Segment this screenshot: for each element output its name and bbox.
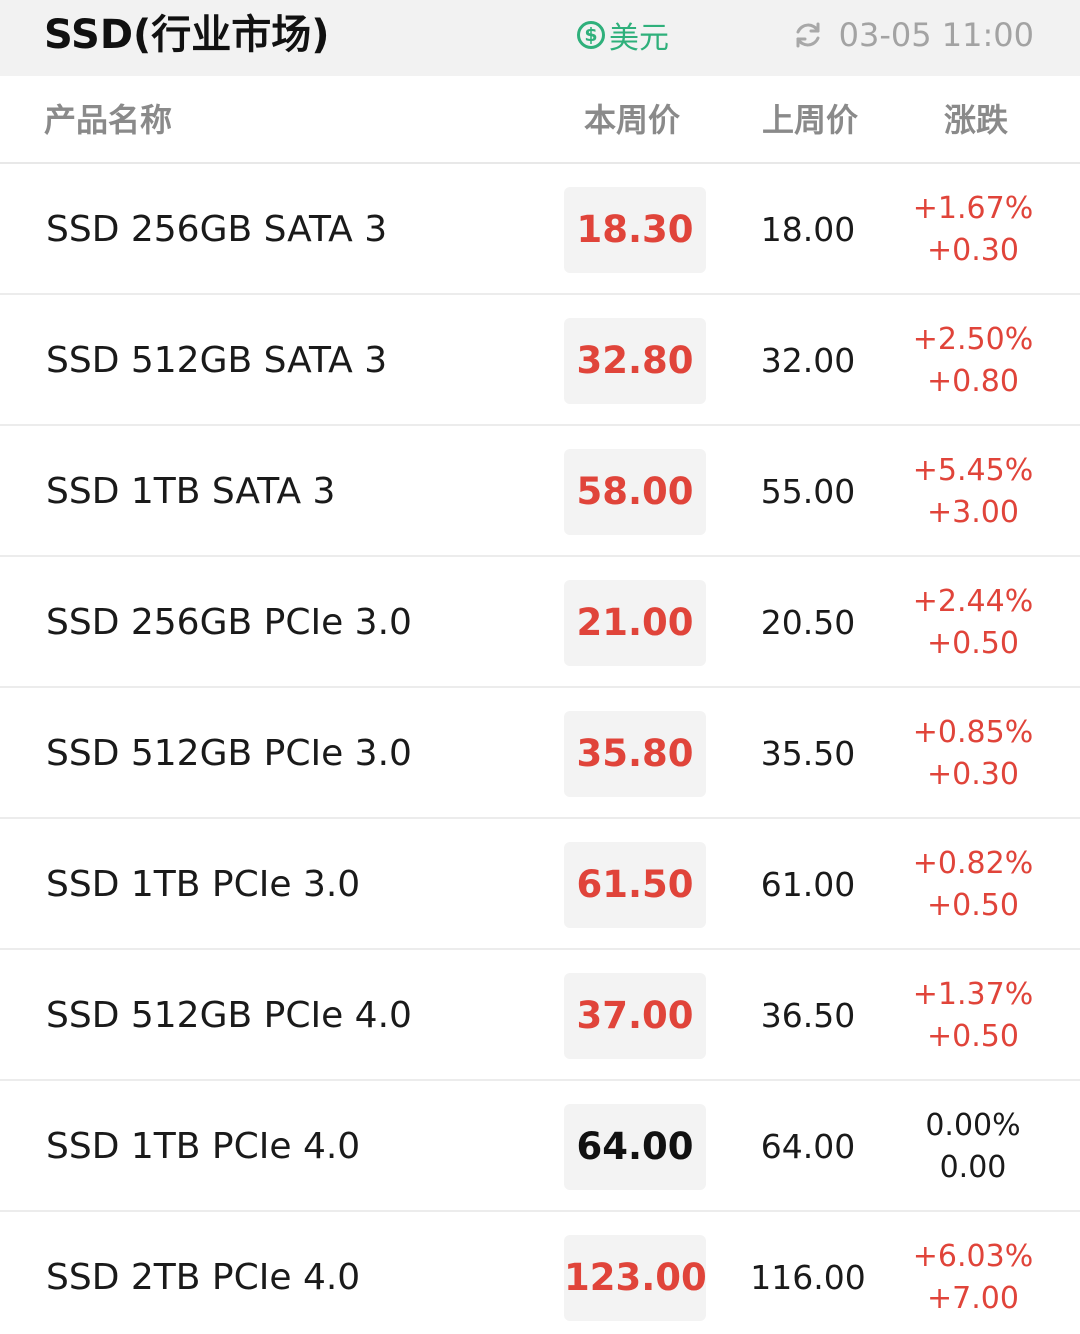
table-row[interactable]: SSD 1TB PCIe 4.0 64.00 64.00 0.00% 0.00 [0,1081,1080,1212]
price-change: +2.50% +0.80 [900,319,1046,403]
change-amount: +7.00 [927,1281,1019,1316]
table-header: 产品名称 本周价 上周价 涨跌 [0,76,1080,164]
product-name: SSD 512GB PCIe 3.0 [46,733,412,774]
table-row[interactable]: SSD 1TB PCIe 3.0 61.50 61.00 +0.82% +0.50 [0,819,1080,950]
table-row[interactable]: SSD 512GB SATA 3 32.80 32.00 +2.50% +0.80 [0,295,1080,426]
product-name: SSD 1TB SATA 3 [46,471,336,512]
current-price-box [564,1235,706,1321]
previous-price: 61.00 [760,865,856,904]
current-price-box [564,318,706,404]
page-title: SSD(行业市场) [44,12,330,58]
product-name: SSD 512GB PCIe 4.0 [46,995,412,1036]
current-price: 37.00 [576,994,694,1037]
current-price-box [564,973,706,1059]
current-price-box [564,842,706,928]
change-percent: +2.44% [912,584,1034,619]
previous-price: 116.00 [750,1258,866,1297]
product-name: SSD 256GB PCIe 3.0 [46,602,412,643]
change-amount: 0.00 [939,1150,1007,1185]
title-bar: SSD(行业市场) $ 美元 03-05 11:00 [0,0,1080,76]
current-price-box [564,449,706,535]
change-percent: +1.37% [912,977,1034,1012]
table-row[interactable]: SSD 512GB PCIe 4.0 37.00 36.50 +1.37% +0.50 [0,950,1080,1081]
change-percent: +1.67% [912,191,1034,226]
previous-price: 35.50 [760,734,856,773]
previous-price: 20.50 [760,603,856,642]
previous-price: 64.00 [760,1127,856,1166]
current-price: 18.30 [576,208,694,251]
change-percent: +0.82% [912,846,1034,881]
product-name: SSD 1TB PCIe 3.0 [46,864,361,905]
price-change: +5.45% +3.00 [900,450,1046,534]
table-row[interactable]: SSD 256GB SATA 3 18.30 18.00 +1.67% +0.30 [0,164,1080,295]
change-amount: +0.50 [927,1019,1019,1054]
table-row[interactable]: SSD 1TB SATA 3 58.00 55.00 +5.45% +3.00 [0,426,1080,557]
change-amount: +3.00 [927,495,1019,530]
product-name: SSD 256GB SATA 3 [46,209,388,250]
change-percent: 0.00% [925,1108,1021,1143]
current-price: 58.00 [576,470,694,513]
change-amount: +0.50 [927,626,1019,661]
price-change: +2.44% +0.50 [900,581,1046,665]
current-price-box [564,187,706,273]
price-change: +0.82% +0.50 [900,843,1046,927]
table-row[interactable]: SSD 512GB PCIe 3.0 35.80 35.50 +0.85% +0.30 [0,688,1080,819]
current-price-box [564,580,706,666]
change-amount: +0.30 [927,233,1019,268]
change-percent: +6.03% [912,1239,1034,1274]
update-time[interactable]: 03-05 11:00 [793,14,1034,56]
change-percent: +5.45% [912,453,1034,488]
change-amount: +0.30 [927,757,1019,792]
price-table: SSD 256GB SATA 3 18.30 18.00 +1.67% +0.30 SSD… [0,164,1080,1334]
currency-label: 美元 [609,21,669,56]
change-percent: +0.85% [912,715,1034,750]
price-change: 0.00% 0.00 [900,1105,1046,1189]
change-percent: +2.50% [912,322,1034,357]
dollar-coin-icon: $ [577,21,605,49]
current-price: 32.80 [576,339,694,382]
current-price: 61.50 [576,863,694,906]
price-change: +1.67% +0.30 [900,188,1046,272]
product-name: SSD 2TB PCIe 4.0 [46,1257,361,1298]
change-amount: +0.80 [927,364,1019,399]
column-header-name[interactable]: 产品名称 [44,101,173,139]
column-header-previous-price[interactable]: 上周价 [762,101,859,139]
price-change: +0.85% +0.30 [900,712,1046,796]
previous-price: 32.00 [760,341,856,380]
current-price: 123.00 [564,1256,707,1299]
column-header-current-price[interactable]: 本周价 [584,101,681,139]
previous-price: 55.00 [760,472,856,511]
current-price: 35.80 [576,732,694,775]
table-row[interactable]: SSD 256GB PCIe 3.0 21.00 20.50 +2.44% +0.50 [0,557,1080,688]
column-header-change[interactable]: 涨跌 [944,101,1009,139]
previous-price: 36.50 [760,996,856,1035]
update-time-text: 03-05 11:00 [838,16,1034,54]
table-row[interactable]: SSD 2TB PCIe 4.0 123.00 116.00 +6.03% +7.00 [0,1212,1080,1334]
refresh-icon[interactable] [793,20,823,50]
change-amount: +0.50 [927,888,1019,923]
price-change: +6.03% +7.00 [900,1236,1046,1320]
current-price: 64.00 [576,1125,694,1168]
current-price-box [564,1104,706,1190]
previous-price: 18.00 [760,210,856,249]
current-price-box [564,711,706,797]
product-name: SSD 1TB PCIe 4.0 [46,1126,361,1167]
price-change: +1.37% +0.50 [900,974,1046,1058]
current-price: 21.00 [576,601,694,644]
currency-toggle[interactable]: $ 美元 [577,14,669,56]
product-name: SSD 512GB SATA 3 [46,340,388,381]
